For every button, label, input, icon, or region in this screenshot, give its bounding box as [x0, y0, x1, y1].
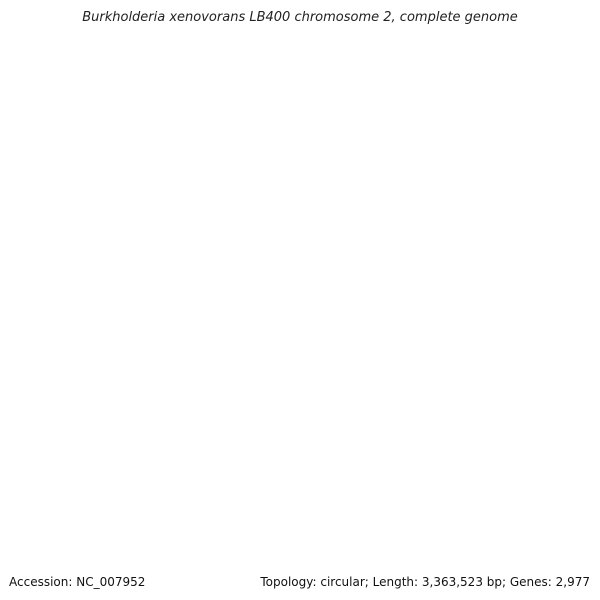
map-title: Burkholderia xenovorans LB400 chromosome… [82, 10, 518, 25]
accession-text: Accession: NC_007952 [9, 575, 146, 589]
topology-summary: Topology: circular; Length: 3,363,523 bp… [260, 575, 590, 589]
